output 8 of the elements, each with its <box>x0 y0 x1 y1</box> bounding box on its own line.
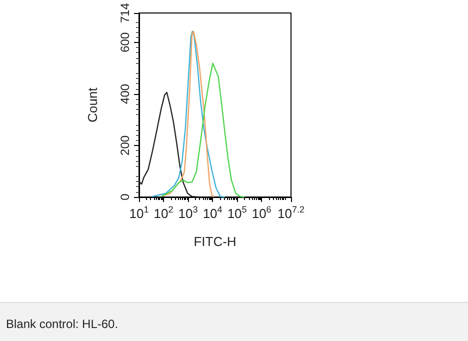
y-tick-label: 600 <box>118 32 132 52</box>
y-tick-label: 714 <box>118 2 132 24</box>
text: Blank control: HL-60. <box>6 317 118 331</box>
y-tick-label: 0 <box>118 193 132 200</box>
y-axis-title: Count <box>85 87 100 122</box>
x-axis-title: FITC-H <box>194 234 236 249</box>
y-tick-label: 400 <box>118 84 132 104</box>
y-tick-label: 200 <box>118 135 132 156</box>
